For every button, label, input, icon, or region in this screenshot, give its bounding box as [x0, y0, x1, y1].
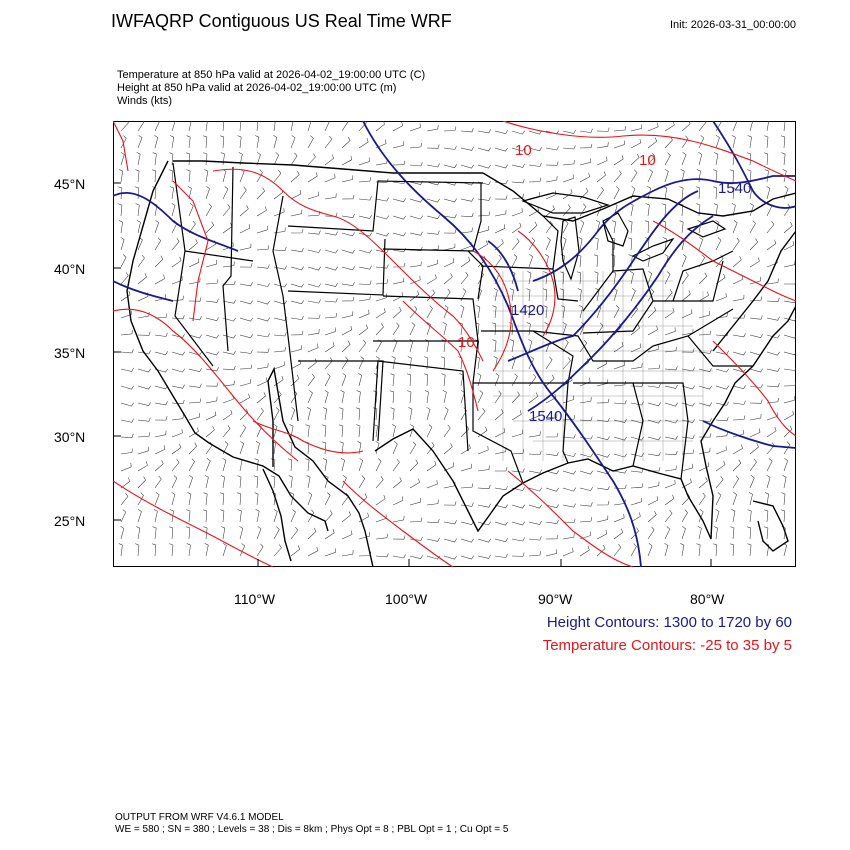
state-borders: [172, 162, 753, 484]
lon-label-80w: 80°W: [690, 591, 725, 607]
lon-label-110w: 110°W: [234, 591, 276, 607]
temperature-contour-label: 10: [458, 334, 475, 351]
height-field-label: Height at 850 hPa valid at 2026-04-02_19…: [117, 82, 397, 94]
model-config: WE = 580 ; SN = 380 ; Levels = 38 ; Dis …: [115, 824, 509, 835]
model-info: OUTPUT FROM WRF V4.6.1 MODEL: [115, 812, 284, 823]
wind-barbs: [118, 121, 796, 560]
county-lines: [493, 271, 713, 461]
lon-label-90w: 90°W: [538, 591, 573, 607]
temperature-contours-legend: Temperature Contours: -25 to 35 by 5: [542, 637, 792, 654]
lat-label-40: 40°N: [54, 261, 86, 277]
great-lakes: [521, 192, 727, 281]
height-contour-label: 1420: [511, 302, 544, 319]
map-border: [113, 121, 796, 567]
lon-label-100w: 100°W: [385, 591, 428, 607]
height-contour-label: 1540: [718, 180, 751, 197]
wind-barbs-layer: [118, 121, 796, 560]
axis-ticks: [113, 182, 712, 567]
lat-label-30: 30°N: [54, 429, 86, 445]
weather-map-svg: 1540 1420 1540 10 10 10: [113, 121, 796, 567]
height-contour-label: 1540: [529, 408, 562, 425]
map-title: IWFAQRP Contiguous US Real Time WRF: [111, 11, 452, 31]
temperature-contour-label: 10: [515, 142, 532, 159]
lat-label-25: 25°N: [54, 513, 86, 529]
weather-map: 1540 1420 1540 10 10 10: [113, 121, 796, 567]
height-contours-legend: Height Contours: 1300 to 1720 by 60: [546, 614, 792, 631]
temperature-contour-label: 10: [639, 152, 656, 169]
temperature-contours: [113, 121, 796, 567]
winds-field-label: Winds (kts): [117, 95, 172, 107]
lat-label-35: 35°N: [54, 345, 86, 361]
temperature-field-label: Temperature at 850 hPa valid at 2026-04-…: [117, 69, 426, 81]
init-time: Init: 2026-03-31_00:00:00: [670, 19, 796, 31]
coastlines: [126, 160, 796, 567]
lat-label-45: 45°N: [54, 176, 86, 192]
height-contours: [113, 121, 796, 567]
